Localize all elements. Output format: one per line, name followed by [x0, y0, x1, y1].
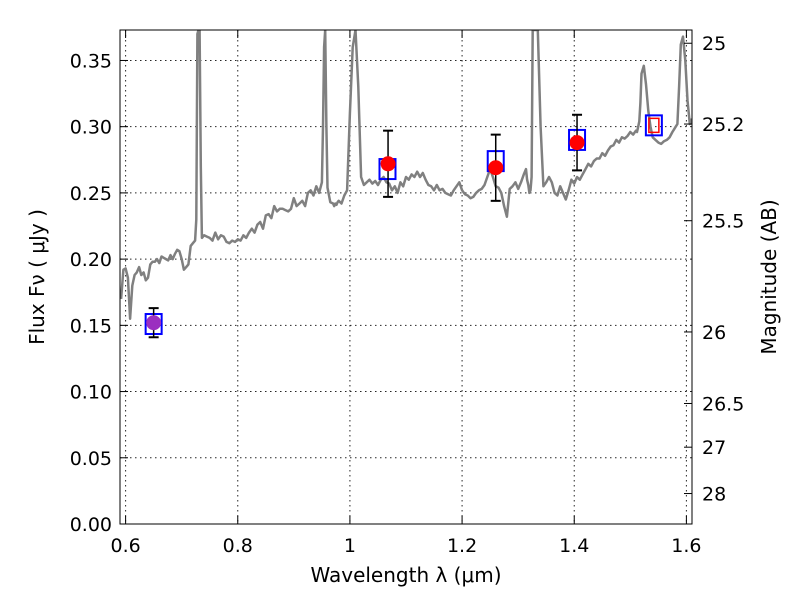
observed-point — [380, 156, 396, 172]
plot-data — [120, 30, 692, 339]
right-tick-label: 26 — [702, 322, 726, 344]
y-tick-label: 0.15 — [70, 315, 112, 337]
x-tick-label: 1 — [344, 535, 356, 557]
model-box-open-marker — [648, 117, 660, 134]
x-tick-label: 0.8 — [223, 535, 253, 557]
model-box-marker — [644, 114, 663, 137]
x-axis-title: Wavelength λ (μm) — [310, 563, 501, 587]
y-tick-label: 0.05 — [70, 448, 112, 470]
y-tick-label: 0.30 — [70, 117, 112, 139]
spectrum-line — [120, 30, 692, 320]
y-tick-label: 0.35 — [70, 50, 112, 72]
y-tick-label: 0.25 — [70, 183, 112, 205]
right-tick-label: 28 — [702, 484, 726, 506]
observed-point — [569, 135, 585, 151]
plot-frame — [119, 29, 693, 525]
x-tick-label: 0.6 — [110, 535, 140, 557]
right-tick-label: 25.2 — [702, 114, 744, 136]
observed-point — [146, 315, 162, 331]
right-tick-label: 26.5 — [702, 393, 744, 415]
y-tick-label: 0.20 — [70, 249, 112, 271]
right-axis-title: Magnitude (AB) — [757, 199, 781, 354]
x-tick-label: 1.4 — [559, 535, 589, 557]
axes: 0.6 0.8 1 1.2 1.4 1.6 0.00 0.05 0.10 0.15 0.20 0.25… — [70, 30, 744, 557]
observed-point — [488, 160, 504, 176]
right-tick-label: 25 — [702, 33, 726, 55]
y-axis-title: Flux Fν ( μJy ) — [25, 209, 49, 345]
grid — [120, 30, 692, 525]
x-tick-label: 1.6 — [671, 535, 701, 557]
x-tick-label: 1.2 — [447, 535, 477, 557]
y-tick-label: 0.00 — [70, 514, 112, 536]
y-tick-label: 0.10 — [70, 382, 112, 404]
right-tick-label: 27 — [702, 437, 726, 459]
right-tick-label: 25.5 — [702, 211, 744, 233]
